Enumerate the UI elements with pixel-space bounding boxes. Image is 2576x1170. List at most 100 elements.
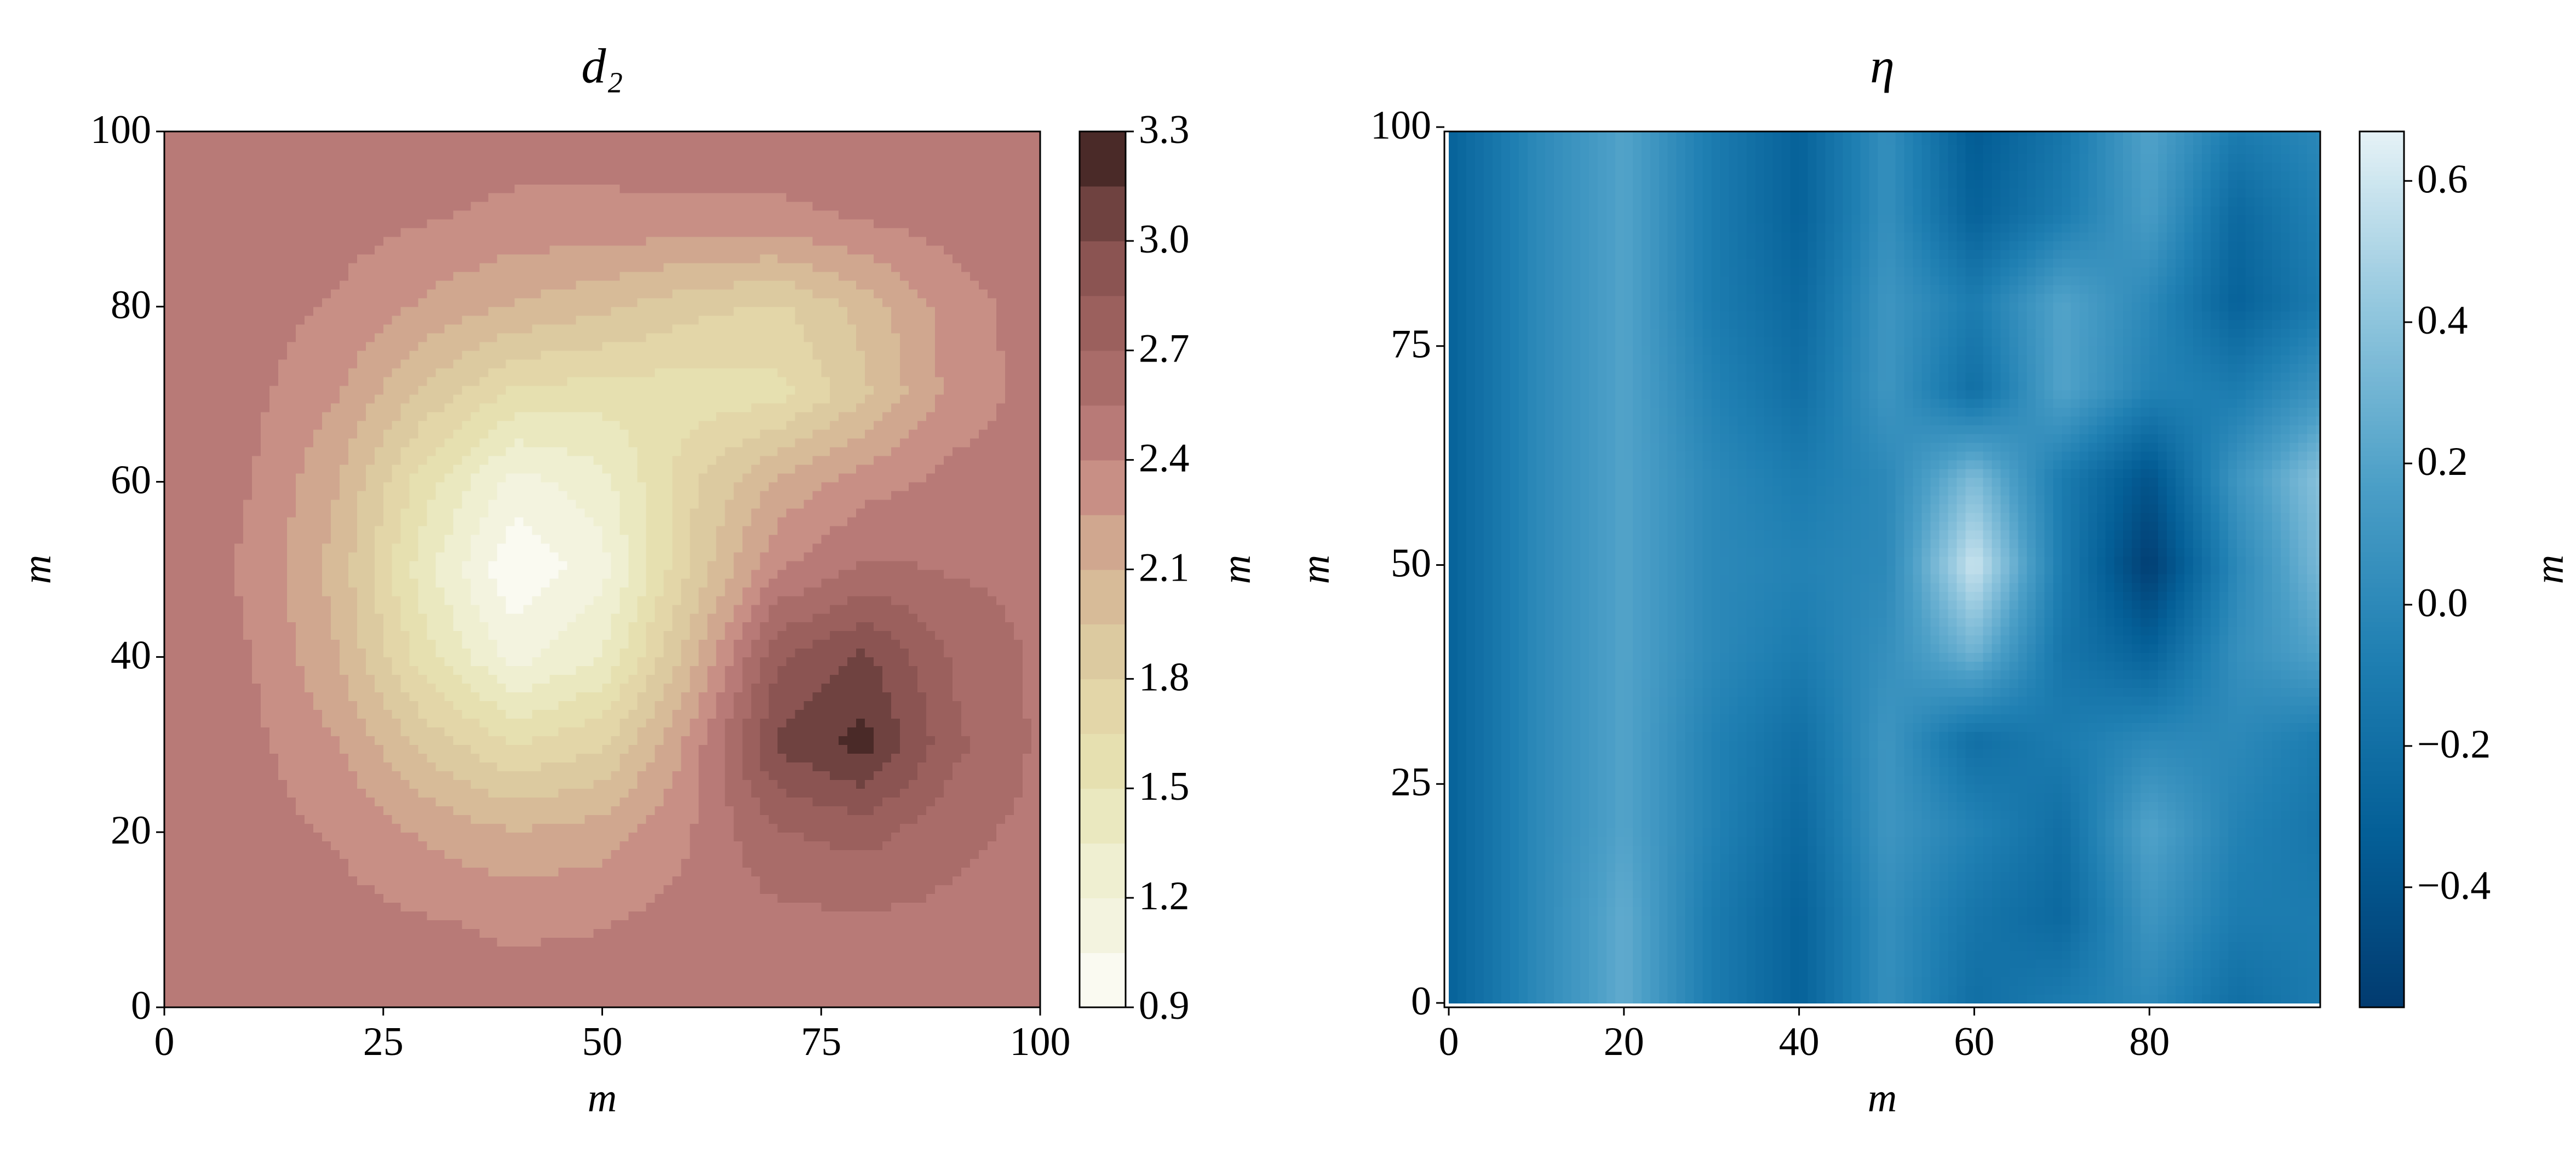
field-cell (365, 981, 375, 990)
field-cell (821, 858, 831, 868)
field-cell (471, 893, 480, 903)
field-cell (979, 648, 988, 658)
field-cell (576, 928, 586, 938)
field-cell (996, 955, 1006, 964)
field-cell (392, 604, 401, 614)
field-cell (751, 648, 761, 658)
field-cell (497, 797, 507, 806)
field-cell (278, 622, 288, 632)
field-cell (444, 587, 454, 597)
field-cell (900, 893, 909, 903)
field-cell (1014, 692, 1023, 702)
field-cell (322, 832, 331, 841)
field-cell (786, 867, 796, 876)
field-cell (917, 920, 927, 929)
field-cell (619, 727, 629, 737)
field-cell (874, 946, 883, 955)
field-cell (988, 736, 997, 745)
field-cell (839, 779, 848, 789)
field-cell (996, 832, 1006, 841)
field-cell (725, 613, 735, 623)
field-cell (830, 683, 839, 693)
field-cell (953, 736, 962, 745)
field-cell (374, 963, 384, 973)
field-cell (322, 841, 331, 850)
field-cell (295, 666, 305, 675)
field-cell (243, 613, 253, 623)
field-cell (584, 893, 594, 903)
field-cell (365, 578, 375, 588)
field-cell (786, 885, 796, 894)
field-cell (795, 920, 805, 929)
field-cell (733, 920, 743, 929)
field-cell (996, 613, 1006, 623)
field-cell (514, 972, 524, 982)
field-cell (979, 788, 988, 798)
field-cell (988, 666, 997, 675)
field-cell (225, 946, 235, 955)
field-cell (549, 683, 559, 693)
field-cell (979, 920, 988, 929)
field-cell (558, 692, 568, 702)
field-cell (646, 946, 656, 955)
field-cell (909, 595, 918, 605)
field-cell (164, 911, 174, 920)
field-cell (1005, 569, 1014, 579)
field-cell (339, 718, 349, 728)
field-cell (418, 692, 428, 702)
field-cell (558, 885, 568, 894)
field-cell (541, 648, 550, 658)
field-cell (216, 815, 226, 824)
field-cell (251, 999, 261, 1007)
field-cell (988, 902, 997, 911)
field-cell (584, 832, 594, 841)
field-cell (690, 893, 699, 903)
field-cell (839, 937, 848, 947)
field-cell (278, 823, 288, 833)
field-cell (619, 744, 629, 754)
field-cell (409, 595, 419, 605)
field-cell (191, 683, 200, 693)
field-cell (909, 867, 918, 876)
field-cell (891, 788, 900, 798)
field-cell (839, 841, 848, 850)
field-cell (392, 972, 401, 982)
field-cell (418, 595, 428, 605)
field-cell (497, 569, 507, 579)
field-cell (567, 762, 577, 772)
field-cell (996, 587, 1006, 597)
field-cell (234, 727, 244, 737)
field-cell (751, 762, 761, 772)
field-cell (953, 876, 962, 885)
field-cell (619, 674, 629, 684)
field-cell (199, 911, 209, 920)
field-cell (427, 630, 437, 640)
field-cell (400, 727, 410, 737)
field-cell (707, 902, 717, 911)
field-cell (847, 815, 857, 824)
field-cell (900, 666, 909, 675)
field-cell (707, 630, 717, 640)
field-cell (1023, 701, 1032, 710)
field-cell (357, 823, 366, 833)
field-cell (251, 963, 261, 973)
field-cell (681, 727, 691, 737)
field-cell (506, 990, 515, 999)
field-cell (541, 779, 550, 789)
field-cell (462, 928, 472, 938)
field-cell (584, 701, 594, 710)
field-cell (173, 937, 182, 947)
field-cell (681, 920, 691, 929)
field-cell (786, 569, 796, 579)
field-cell (900, 955, 909, 964)
field-cell (839, 692, 848, 702)
field-cell (173, 963, 182, 973)
field-cell (304, 569, 314, 579)
field-cell (576, 999, 586, 1007)
field-cell (497, 858, 507, 868)
field-cell (313, 902, 323, 911)
field-cell (453, 841, 463, 850)
field-cell (856, 762, 865, 772)
field-cell (988, 832, 997, 841)
field-cell (768, 701, 778, 710)
